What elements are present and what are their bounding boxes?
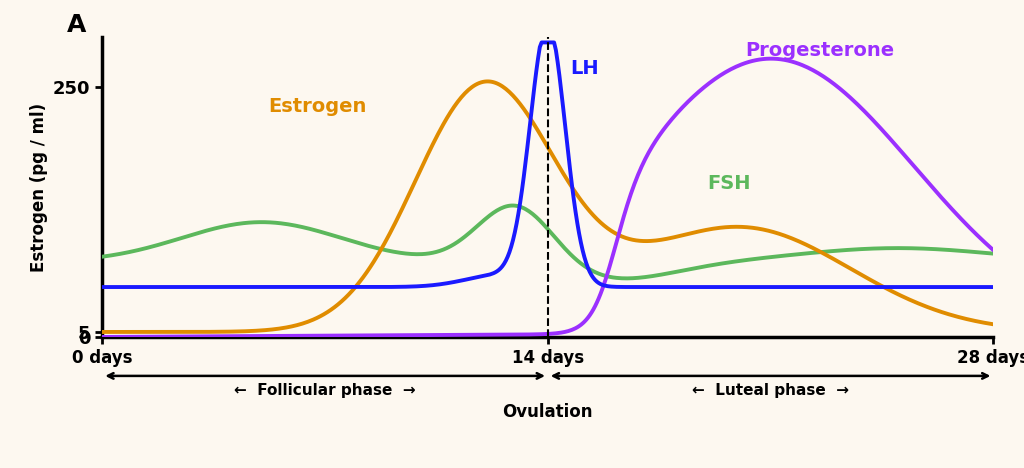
Text: Progesterone: Progesterone xyxy=(745,42,894,60)
Text: Estrogen: Estrogen xyxy=(268,97,367,117)
Text: Ovulation: Ovulation xyxy=(503,403,593,421)
Text: ←  Luteal phase  →: ← Luteal phase → xyxy=(692,383,849,398)
Text: LH: LH xyxy=(570,59,599,79)
Text: A: A xyxy=(67,14,86,37)
Text: ←  Follicular phase  →: ← Follicular phase → xyxy=(234,383,416,398)
Y-axis label: Estrogen (pg / ml): Estrogen (pg / ml) xyxy=(30,102,47,272)
Text: FSH: FSH xyxy=(707,174,751,193)
